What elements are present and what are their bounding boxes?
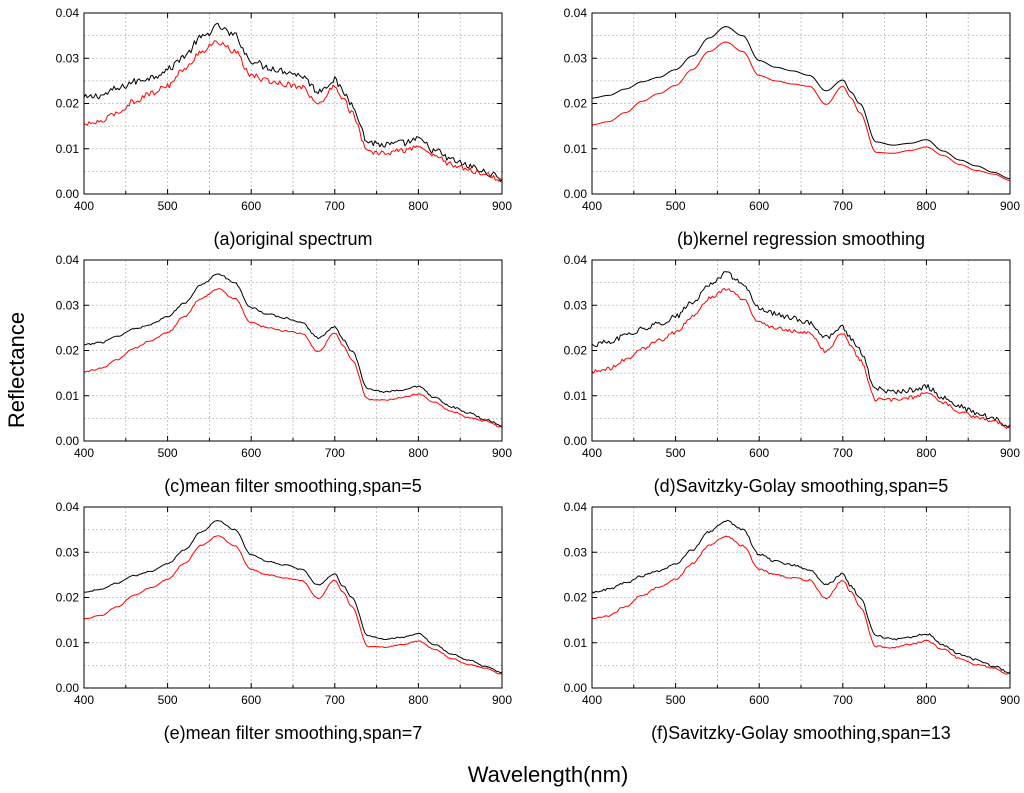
y-tick-label: 0.00 bbox=[564, 187, 588, 201]
y-tick-label: 0.02 bbox=[564, 97, 588, 111]
panel-e: 400 500 600 700 800 900 0.00 0.01 0.02 0.03 0.04 (e… bbox=[56, 500, 513, 743]
x-tick-label: 700 bbox=[833, 693, 853, 707]
x-tick-label: 700 bbox=[325, 446, 345, 460]
x-tick-label: 600 bbox=[749, 446, 769, 460]
panel-caption: (e)mean filter smoothing,span=7 bbox=[164, 723, 423, 743]
x-tick-label: 500 bbox=[666, 693, 686, 707]
x-tick-label: 800 bbox=[408, 693, 428, 707]
x-tick-label: 400 bbox=[582, 199, 602, 213]
x-tick-label: 700 bbox=[325, 693, 345, 707]
panel-caption: (d)Savitzky-Golay smoothing,span=5 bbox=[654, 476, 949, 496]
x-tick-label: 500 bbox=[158, 199, 178, 213]
series-red-line bbox=[591, 288, 1011, 429]
series-red-line bbox=[84, 40, 503, 182]
y-tick-label: 0.02 bbox=[564, 344, 588, 358]
x-tick-label: 400 bbox=[74, 199, 94, 213]
x-tick-label: 400 bbox=[74, 446, 94, 460]
x-tick-label: 600 bbox=[241, 693, 261, 707]
panel-caption: (c)mean filter smoothing,span=5 bbox=[164, 476, 422, 496]
y-tick-label: 0.02 bbox=[56, 591, 80, 605]
x-tick-label: 600 bbox=[241, 199, 261, 213]
y-tick-label: 0.04 bbox=[56, 6, 80, 20]
panels-container: 400 500 600 700 800 900 0.00 0.01 0.02 0.03 0.04 (a… bbox=[56, 6, 1021, 743]
panel-caption: (b)kernel regression smoothing bbox=[677, 229, 925, 249]
y-tick-label: 0.03 bbox=[564, 51, 588, 65]
series-red-line bbox=[591, 41, 1011, 181]
x-tick-label: 600 bbox=[749, 199, 769, 213]
y-tick-label: 0.00 bbox=[56, 187, 80, 201]
y-tick-label: 0.01 bbox=[56, 142, 80, 156]
x-tick-label: 800 bbox=[408, 199, 428, 213]
panel-caption: (a)original spectrum bbox=[213, 229, 372, 249]
y-tick-label: 0.00 bbox=[564, 434, 588, 448]
y-tick-label: 0.00 bbox=[56, 434, 80, 448]
x-tick-label: 500 bbox=[158, 446, 178, 460]
y-tick-label: 0.04 bbox=[56, 253, 80, 267]
x-tick-label: 600 bbox=[241, 446, 261, 460]
series-red-line bbox=[592, 535, 1010, 675]
series-red-line bbox=[83, 535, 503, 675]
x-tick-label: 900 bbox=[1000, 199, 1020, 213]
y-axis-title: Reflectance bbox=[4, 312, 29, 428]
x-tick-label: 400 bbox=[74, 693, 94, 707]
series-black-line bbox=[591, 271, 1011, 429]
x-tick-label: 600 bbox=[749, 693, 769, 707]
x-tick-label: 700 bbox=[325, 199, 345, 213]
y-tick-label: 0.02 bbox=[56, 344, 80, 358]
panel-b: 400 500 600 700 800 900 0.00 0.01 0.02 0.03 0.04 (b… bbox=[564, 6, 1021, 249]
x-tick-label: 900 bbox=[492, 693, 512, 707]
y-tick-label: 0.03 bbox=[564, 545, 588, 559]
y-tick-label: 0.03 bbox=[564, 298, 588, 312]
y-tick-label: 0.03 bbox=[56, 545, 80, 559]
y-tick-label: 0.02 bbox=[56, 97, 80, 111]
x-tick-label: 500 bbox=[158, 693, 178, 707]
x-tick-label: 900 bbox=[1000, 446, 1020, 460]
y-tick-label: 0.01 bbox=[564, 636, 588, 650]
y-tick-label: 0.04 bbox=[56, 500, 80, 514]
x-tick-label: 800 bbox=[916, 446, 936, 460]
y-tick-label: 0.01 bbox=[56, 636, 80, 650]
x-tick-label: 900 bbox=[492, 199, 512, 213]
series-black-line bbox=[84, 273, 503, 427]
panel-f: 400 500 600 700 800 900 0.00 0.01 0.02 0.03 0.04 (f… bbox=[564, 500, 1021, 743]
x-tick-label: 900 bbox=[492, 446, 512, 460]
x-axis-title: Wavelength(nm) bbox=[468, 762, 629, 787]
y-tick-label: 0.02 bbox=[564, 591, 588, 605]
y-tick-label: 0.03 bbox=[56, 51, 80, 65]
x-tick-label: 800 bbox=[916, 199, 936, 213]
series-black-line bbox=[591, 26, 1011, 180]
x-tick-label: 400 bbox=[582, 693, 602, 707]
panel-c: 400 500 600 700 800 900 0.00 0.01 0.02 0.03 0.04 (c… bbox=[56, 253, 513, 496]
panel-d: 400 500 600 700 800 900 0.00 0.01 0.02 0.03 0.04 (d… bbox=[564, 253, 1021, 496]
series-black-line bbox=[83, 22, 503, 183]
x-tick-label: 500 bbox=[666, 199, 686, 213]
panel-caption: (f)Savitzky-Golay smoothing,span=13 bbox=[651, 723, 951, 743]
y-tick-label: 0.00 bbox=[564, 681, 588, 695]
y-tick-label: 0.00 bbox=[56, 681, 80, 695]
x-tick-label: 700 bbox=[833, 199, 853, 213]
y-tick-label: 0.01 bbox=[564, 142, 588, 156]
y-tick-label: 0.01 bbox=[564, 389, 588, 403]
y-tick-label: 0.04 bbox=[564, 6, 588, 20]
x-tick-label: 500 bbox=[666, 446, 686, 460]
x-tick-label: 400 bbox=[582, 446, 602, 460]
x-tick-label: 700 bbox=[833, 446, 853, 460]
series-black-line bbox=[591, 519, 1011, 674]
x-tick-label: 800 bbox=[408, 446, 428, 460]
y-tick-label: 0.01 bbox=[56, 389, 80, 403]
x-tick-label: 900 bbox=[1000, 693, 1020, 707]
y-tick-label: 0.04 bbox=[564, 500, 588, 514]
panel-a: 400 500 600 700 800 900 0.00 0.01 0.02 0.03 0.04 (a… bbox=[56, 6, 513, 249]
series-black-line bbox=[83, 520, 503, 674]
y-tick-label: 0.04 bbox=[564, 253, 588, 267]
x-tick-label: 800 bbox=[916, 693, 936, 707]
y-tick-label: 0.03 bbox=[56, 298, 80, 312]
series-red-line bbox=[83, 288, 503, 428]
